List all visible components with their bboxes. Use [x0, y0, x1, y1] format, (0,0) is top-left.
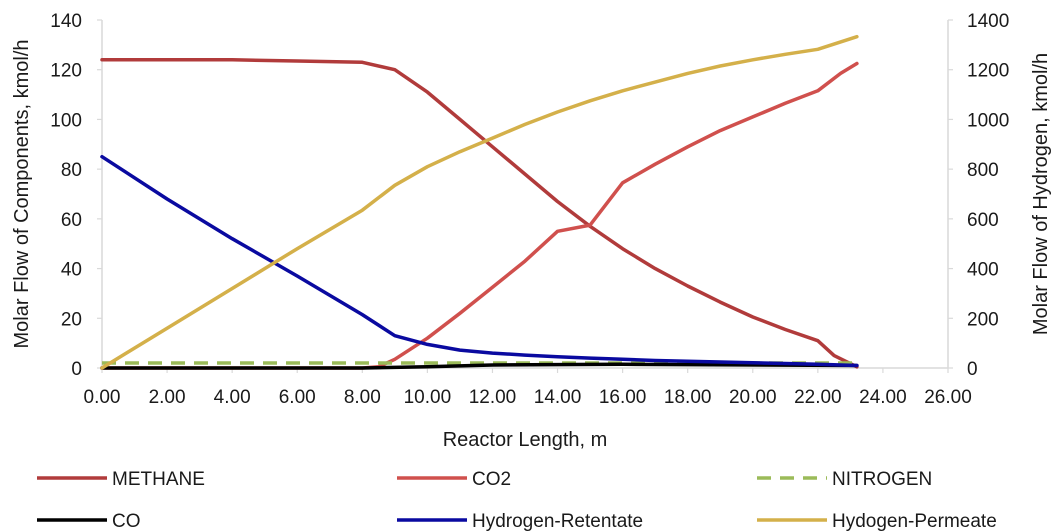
x-tick-label: 26.00 — [924, 387, 972, 408]
y-left-tick-label: 120 — [50, 61, 82, 82]
x-tick-label: 4.00 — [214, 387, 251, 408]
y-axis-title-left: Molar Flow of Components, kmol/h — [11, 39, 33, 348]
y-left-tick-label: 140 — [50, 11, 82, 32]
x-tick-label: 18.00 — [664, 387, 712, 408]
legend: METHANE CO2 NITROGEN CO Hydrogen-Retentate Hy… — [37, 469, 997, 531]
x-tick-label: 20.00 — [729, 387, 777, 408]
x-tick-label: 14.00 — [534, 387, 582, 408]
y-left-tick-label: 40 — [61, 260, 82, 281]
y-axis-title-right: Molar Flow of Hydrogen, kmol/h — [1030, 53, 1052, 335]
series-line-hydrogen-retentate — [100, 154, 859, 368]
y-left-tick-label: 80 — [61, 160, 82, 181]
y-right-tick-label: 1400 — [967, 11, 1009, 32]
y-left-tick-label: 100 — [50, 110, 82, 131]
legend-label-hydrogen-retentate: Hydrogen-Retentate — [472, 511, 643, 531]
legend-label-co2: CO2 — [472, 469, 511, 490]
y-left-tick-label: 0 — [71, 359, 82, 380]
y-right-tick-label: 400 — [967, 260, 999, 281]
series-line-co — [100, 362, 859, 370]
x-tick-label: 2.00 — [149, 387, 186, 408]
x-tick-label: 0.00 — [84, 387, 121, 408]
y-right-tick-label: 1200 — [967, 61, 1009, 82]
y-left-tick-label: 20 — [61, 309, 82, 330]
legend-label-nitrogen: NITROGEN — [832, 469, 932, 490]
legend-label-methane: METHANE — [112, 469, 205, 490]
x-tick-label: 12.00 — [469, 387, 517, 408]
y-right-tick-label: 800 — [967, 160, 999, 181]
series-line-methane — [100, 58, 859, 369]
y-right-tick-label: 0 — [967, 359, 978, 380]
y-left-tick-label: 60 — [61, 210, 82, 231]
x-tick-label: 8.00 — [344, 387, 381, 408]
axes — [101, 20, 949, 369]
series-line-co2 — [100, 61, 859, 370]
series-line-hydogen-permeate — [100, 34, 859, 370]
x-tick-label: 10.00 — [404, 387, 452, 408]
series-lines — [100, 34, 859, 370]
x-tick-label: 24.00 — [859, 387, 907, 408]
x-tick-label: 22.00 — [794, 387, 842, 408]
y-right-tick-label: 1000 — [967, 110, 1009, 131]
tick-labels: 0.00 2.00 4.00 6.00 8.00 10.00 12.00 14.00 16.00… — [50, 11, 1009, 408]
legend-label-co: CO — [112, 511, 141, 531]
y-right-tick-label: 600 — [967, 210, 999, 231]
x-tick-label: 6.00 — [279, 387, 316, 408]
legend-label-hydogen-permeate: Hydogen-Permeate — [832, 511, 997, 531]
x-tick-label: 16.00 — [599, 387, 647, 408]
y-right-tick-label: 200 — [967, 309, 999, 330]
x-axis-title: Reactor Length, m — [443, 429, 608, 451]
